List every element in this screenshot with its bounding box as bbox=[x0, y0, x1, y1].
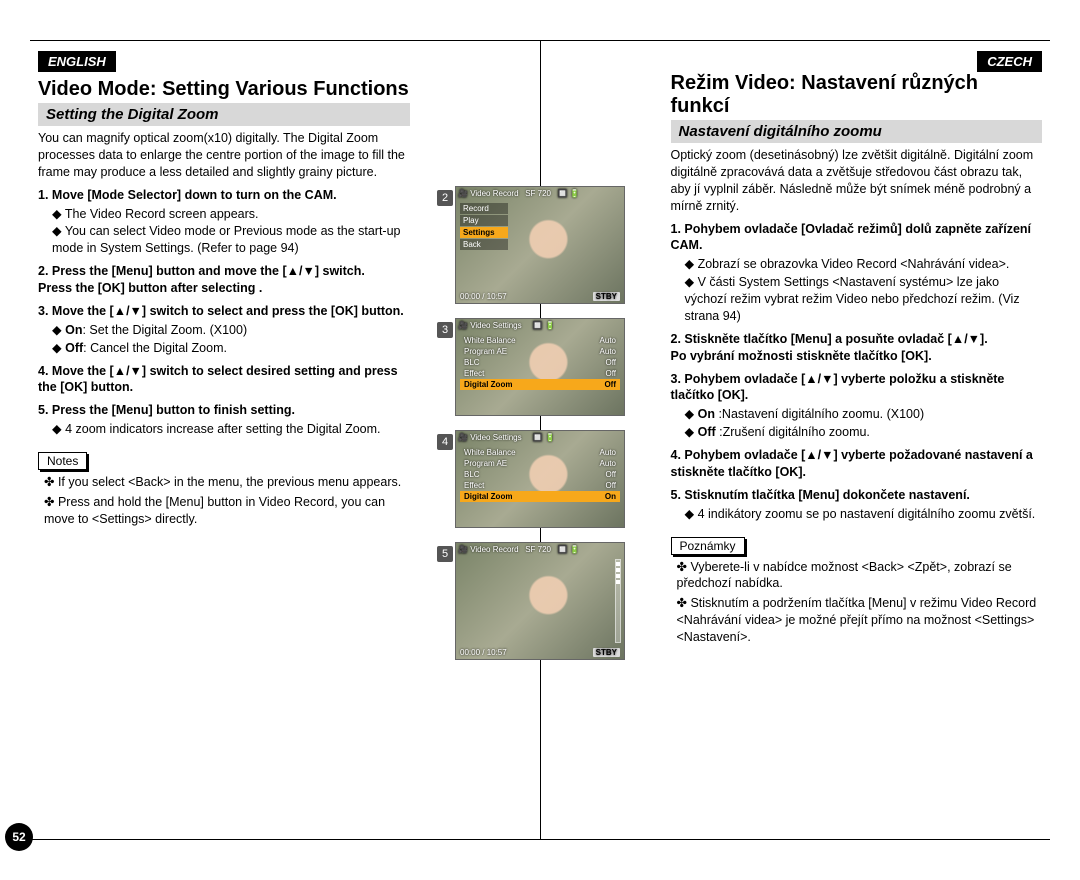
settings-row: BLCOff bbox=[460, 469, 620, 480]
step-item: Stisknutím tlačítka [Menu] dokončete nas… bbox=[671, 487, 1043, 523]
screenshot-3: 🎥 Video Settings 🔲 🔋 White BalanceAutoPr… bbox=[455, 318, 625, 416]
step-subitem: On :Nastavení digitálního zoomu. (X100) bbox=[685, 406, 1043, 423]
step-head: Move the [▲/▼] switch to select desired … bbox=[38, 363, 410, 397]
screenshot-2: 🎥 Video Record SF 720 🔲 🔋 RecordPlaySett… bbox=[455, 186, 625, 304]
note-item: Stisknutím a podržením tlačítka [Menu] v… bbox=[677, 595, 1043, 646]
screenshot-5: 🎥 Video Record SF 720 🔲 🔋 00:00 / 10:57S… bbox=[455, 542, 625, 660]
settings-row: EffectOff bbox=[460, 368, 620, 379]
step-head: Stiskněte tlačítko [Menu] a posuňte ovla… bbox=[671, 331, 1043, 365]
step-item: Pohybem ovladače [▲/▼] vyberte požadovan… bbox=[671, 447, 1043, 481]
notes-label-cz: Poznámky bbox=[671, 537, 745, 555]
step-subitem: Off :Zrušení digitálního zoomu. bbox=[685, 424, 1043, 441]
page-number: 52 bbox=[5, 823, 33, 851]
steps-list-en: Move [Mode Selector] down to turn on the… bbox=[38, 187, 410, 438]
step-sublist: On: Set the Digital Zoom. (X100)Off: Can… bbox=[52, 322, 410, 357]
section-subtitle-cz: Nastavení digitálního zoomu bbox=[671, 120, 1043, 143]
page-title-cz: Režim Video: Nastavení různých funkcí bbox=[671, 72, 1043, 118]
step-head: Press the [Menu] button and move the [▲/… bbox=[38, 263, 410, 297]
step-item: Move the [▲/▼] switch to select and pres… bbox=[38, 303, 410, 357]
intro-text-en: You can magnify optical zoom(x10) digita… bbox=[38, 130, 410, 181]
menu-item: Play bbox=[460, 215, 508, 226]
center-screenshots: 2 🎥 Video Record SF 720 🔲 🔋 RecordPlaySe… bbox=[455, 186, 625, 674]
screenshot-4: 🎥 Video Settings 🔲 🔋 White BalanceAutoPr… bbox=[455, 430, 625, 528]
screenshot-3-wrap: 3 🎥 Video Settings 🔲 🔋 White BalanceAuto… bbox=[455, 318, 625, 416]
step-sublist: 4 zoom indicators increase after setting… bbox=[52, 421, 410, 438]
lang-tab-english: ENGLISH bbox=[38, 51, 116, 72]
notes-label-en: Notes bbox=[38, 452, 87, 470]
step-sublist: 4 indikátory zoomu se po nastavení digit… bbox=[685, 506, 1043, 523]
page-title-en: Video Mode: Setting Various Functions bbox=[38, 78, 410, 101]
screenshot-5-wrap: 5 🎥 Video Record SF 720 🔲 🔋 00:00 / 10:5… bbox=[455, 542, 625, 660]
menu-item: Record bbox=[460, 203, 508, 214]
screenshot-number: 3 bbox=[437, 322, 453, 338]
step-sublist: The Video Record screen appears.You can … bbox=[52, 206, 410, 258]
step-item: Move [Mode Selector] down to turn on the… bbox=[38, 187, 410, 258]
steps-list-cz: Pohybem ovladače [Ovladač režimů] dolů z… bbox=[671, 221, 1043, 523]
step-head: Stisknutím tlačítka [Menu] dokončete nas… bbox=[671, 487, 1043, 504]
settings-row: EffectOff bbox=[460, 480, 620, 491]
step-item: Press the [Menu] button to finish settin… bbox=[38, 402, 410, 438]
settings-row: White BalanceAuto bbox=[460, 335, 620, 346]
lang-tab-czech: CZECH bbox=[977, 51, 1042, 72]
step-head: Pohybem ovladače [Ovladač režimů] dolů z… bbox=[671, 221, 1043, 255]
section-subtitle-en: Setting the Digital Zoom bbox=[38, 103, 410, 126]
settings-row: Digital ZoomOn bbox=[460, 491, 620, 502]
screenshot-number: 5 bbox=[437, 546, 453, 562]
note-item: If you select <Back> in the menu, the pr… bbox=[44, 474, 410, 491]
settings-row: White BalanceAuto bbox=[460, 447, 620, 458]
step-subitem: V části System Settings <Nastavení systé… bbox=[685, 274, 1043, 325]
step-sublist: On :Nastavení digitálního zoomu. (X100)O… bbox=[685, 406, 1043, 441]
step-head: Pohybem ovladače [▲/▼] vyberte požadovan… bbox=[671, 447, 1043, 481]
notes-list-en: If you select <Back> in the menu, the pr… bbox=[44, 474, 410, 528]
step-item: Move the [▲/▼] switch to select desired … bbox=[38, 363, 410, 397]
step-subitem: The Video Record screen appears. bbox=[52, 206, 410, 223]
menu-item: Back bbox=[460, 239, 508, 250]
menu-item: Settings bbox=[460, 227, 508, 238]
step-head: Move [Mode Selector] down to turn on the… bbox=[38, 187, 410, 204]
screenshot-4-wrap: 4 🎥 Video Settings 🔲 🔋 White BalanceAuto… bbox=[455, 430, 625, 528]
notes-list-cz: Vyberete-li v nabídce možnost <Back> <Zp… bbox=[677, 559, 1043, 646]
step-subitem: 4 zoom indicators increase after setting… bbox=[52, 421, 410, 438]
step-sublist: Zobrazí se obrazovka Video Record <Nahrá… bbox=[685, 256, 1043, 325]
zoom-bar bbox=[615, 559, 621, 643]
step-item: Pohybem ovladače [▲/▼] vyberte položku a… bbox=[671, 371, 1043, 442]
step-head: Pohybem ovladače [▲/▼] vyberte položku a… bbox=[671, 371, 1043, 405]
screenshot-number: 4 bbox=[437, 434, 453, 450]
screenshot-2-wrap: 2 🎥 Video Record SF 720 🔲 🔋 RecordPlaySe… bbox=[455, 186, 625, 304]
step-subitem: On: Set the Digital Zoom. (X100) bbox=[52, 322, 410, 339]
step-subitem: Zobrazí se obrazovka Video Record <Nahrá… bbox=[685, 256, 1043, 273]
intro-text-cz: Optický zoom (desetinásobný) lze zvětšit… bbox=[671, 147, 1043, 215]
screenshot-number: 2 bbox=[437, 190, 453, 206]
settings-row: Digital ZoomOff bbox=[460, 379, 620, 390]
step-subitem: You can select Video mode or Previous mo… bbox=[52, 223, 410, 257]
settings-row: Program AEAuto bbox=[460, 346, 620, 357]
manual-page: ENGLISH Video Mode: Setting Various Func… bbox=[30, 40, 1050, 840]
step-item: Pohybem ovladače [Ovladač režimů] dolů z… bbox=[671, 221, 1043, 325]
step-item: Press the [Menu] button and move the [▲/… bbox=[38, 263, 410, 297]
settings-row: Program AEAuto bbox=[460, 458, 620, 469]
step-subitem: Off: Cancel the Digital Zoom. bbox=[52, 340, 410, 357]
settings-row: BLCOff bbox=[460, 357, 620, 368]
step-head: Move the [▲/▼] switch to select and pres… bbox=[38, 303, 410, 320]
note-item: Press and hold the [Menu] button in Vide… bbox=[44, 494, 410, 528]
step-subitem: 4 indikátory zoomu se po nastavení digit… bbox=[685, 506, 1043, 523]
step-head: Press the [Menu] button to finish settin… bbox=[38, 402, 410, 419]
note-item: Vyberete-li v nabídce možnost <Back> <Zp… bbox=[677, 559, 1043, 593]
step-item: Stiskněte tlačítko [Menu] a posuňte ovla… bbox=[671, 331, 1043, 365]
